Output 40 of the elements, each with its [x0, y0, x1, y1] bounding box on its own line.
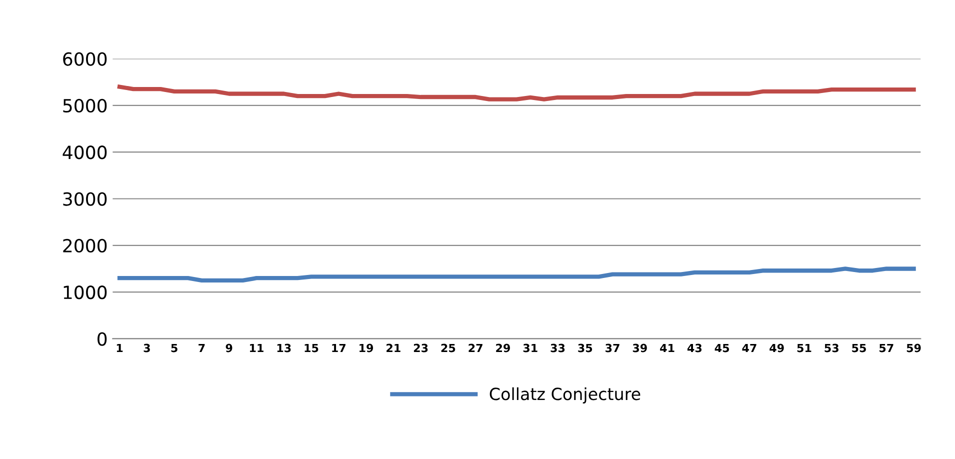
x-tick-label: 49	[770, 344, 784, 352]
x-tick-label: 29	[496, 344, 510, 352]
x-tick-label: 45	[714, 344, 730, 352]
x-tick-label: 17	[332, 344, 346, 352]
x-tick-label: 35	[578, 344, 592, 352]
x-tick-label: 19	[360, 344, 374, 352]
x-tick-label: 59	[906, 344, 921, 352]
x-tick-label: 5	[171, 344, 178, 352]
x-tick-label: 9	[226, 344, 232, 352]
x-tick-label: 13	[277, 344, 291, 352]
x-tick-label: 7	[198, 344, 205, 352]
x-tick-label: 15	[304, 344, 318, 352]
x-tick-label: 31	[523, 344, 538, 352]
y-tick-label: 0	[98, 332, 107, 346]
y-tick-label: 6000	[63, 52, 107, 66]
x-tick-label: 37	[606, 344, 620, 352]
x-tick-label: 43	[687, 344, 702, 352]
x-tick-label: 21	[386, 344, 400, 352]
text: Collatz Conjecture	[490, 387, 640, 404]
x-tick-label: 53	[824, 344, 838, 352]
x-tick-label: 41	[660, 344, 674, 352]
x-tick-label: 33	[550, 344, 565, 352]
x-tick-label: 57	[880, 344, 894, 352]
x-tick-label: 51	[797, 344, 812, 352]
x-tick-label: 25	[441, 344, 456, 352]
y-tick-label: 1000	[64, 286, 107, 300]
y-tick-label: 3000	[63, 192, 107, 206]
line-series	[117, 84, 916, 102]
x-tick-label: 23	[414, 344, 428, 352]
x-tick-label: 39	[632, 344, 647, 352]
y-tick-label: 2000	[63, 238, 107, 253]
x-tick-label: 27	[468, 344, 482, 352]
x-tick-label: 1	[116, 344, 123, 352]
line-series	[117, 266, 916, 282]
x-tick-label: 55	[852, 344, 866, 352]
y-tick-label: 4000	[62, 146, 107, 160]
y-tick-label: 5000	[63, 98, 107, 113]
x-tick-label: 11	[250, 344, 264, 352]
x-tick-label: 47	[742, 344, 756, 352]
x-tick-label: 3	[144, 344, 150, 352]
